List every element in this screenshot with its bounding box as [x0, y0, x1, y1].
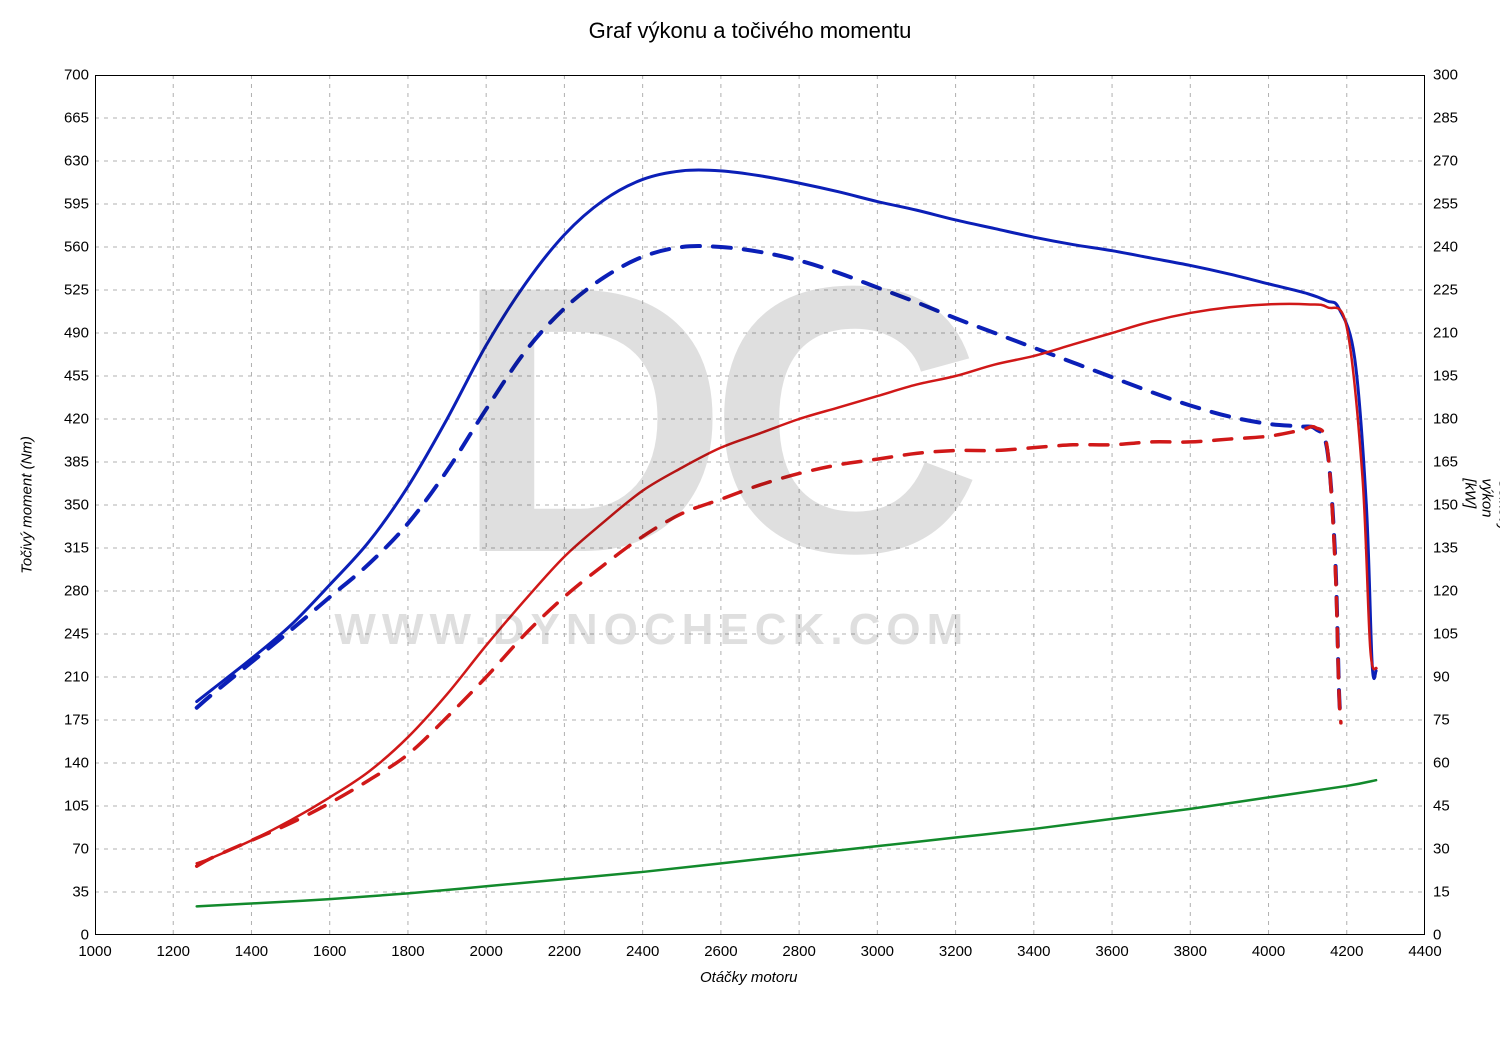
tick-label: 455	[45, 368, 89, 385]
tick-label: 270	[1433, 153, 1458, 170]
tick-label: 3800	[1174, 943, 1207, 960]
tick-label: 420	[45, 411, 89, 428]
tick-label: 105	[45, 798, 89, 815]
tick-label: 60	[1433, 755, 1450, 772]
tick-label: 2400	[626, 943, 659, 960]
tick-label: 150	[1433, 497, 1458, 514]
tick-label: 0	[1433, 927, 1441, 944]
tick-label: 210	[1433, 325, 1458, 342]
tick-label: 135	[1433, 540, 1458, 557]
tick-label: 70	[45, 841, 89, 858]
tick-label: 3400	[1017, 943, 1050, 960]
tick-label: 315	[45, 540, 89, 557]
tick-label: 195	[1433, 368, 1458, 385]
tick-label: 0	[45, 927, 89, 944]
tick-label: 30	[1433, 841, 1450, 858]
y-axis-left-label: Točivý moment (Nm)	[19, 436, 36, 574]
tick-label: 2200	[548, 943, 581, 960]
tick-label: 140	[45, 755, 89, 772]
tick-label: 560	[45, 239, 89, 256]
tick-label: 240	[1433, 239, 1458, 256]
tick-label: 15	[1433, 884, 1450, 901]
tick-label: 90	[1433, 669, 1450, 686]
tick-label: 3600	[1095, 943, 1128, 960]
tick-label: 75	[1433, 712, 1450, 729]
tick-label: 3000	[861, 943, 894, 960]
tick-label: 525	[45, 282, 89, 299]
tick-label: 385	[45, 454, 89, 471]
tick-label: 1600	[313, 943, 346, 960]
chart-title: Graf výkonu a točivého momentu	[0, 18, 1500, 44]
tick-label: 180	[1433, 411, 1458, 428]
tick-label: 280	[45, 583, 89, 600]
tick-label: 4200	[1330, 943, 1363, 960]
tick-label: 700	[45, 67, 89, 84]
tick-label: 120	[1433, 583, 1458, 600]
tick-label: 350	[45, 497, 89, 514]
tick-label: 225	[1433, 282, 1458, 299]
dyno-chart: Graf výkonu a točivého momentu DC WWW.DY…	[0, 0, 1500, 1040]
tick-label: 630	[45, 153, 89, 170]
tick-label: 1400	[235, 943, 268, 960]
tick-label: 35	[45, 884, 89, 901]
chart-svg	[95, 75, 1425, 935]
tick-label: 2000	[469, 943, 502, 960]
tick-label: 3200	[939, 943, 972, 960]
tick-label: 245	[45, 626, 89, 643]
tick-label: 4000	[1252, 943, 1285, 960]
tick-label: 490	[45, 325, 89, 342]
tick-label: 1800	[391, 943, 424, 960]
tick-label: 2800	[782, 943, 815, 960]
tick-label: 255	[1433, 196, 1458, 213]
tick-label: 285	[1433, 110, 1458, 127]
plot-area: DC WWW.DYNOCHECK.COM	[95, 75, 1425, 935]
y-axis-right-label: Celkový výkon [kW]	[1462, 478, 1500, 531]
tick-label: 1000	[78, 943, 111, 960]
tick-label: 210	[45, 669, 89, 686]
tick-label: 2600	[704, 943, 737, 960]
tick-label: 105	[1433, 626, 1458, 643]
tick-label: 165	[1433, 454, 1458, 471]
tick-label: 4400	[1408, 943, 1441, 960]
tick-label: 300	[1433, 67, 1458, 84]
tick-label: 665	[45, 110, 89, 127]
x-axis-label: Otáčky motoru	[700, 969, 798, 986]
tick-label: 45	[1433, 798, 1450, 815]
tick-label: 595	[45, 196, 89, 213]
tick-label: 1200	[157, 943, 190, 960]
tick-label: 175	[45, 712, 89, 729]
